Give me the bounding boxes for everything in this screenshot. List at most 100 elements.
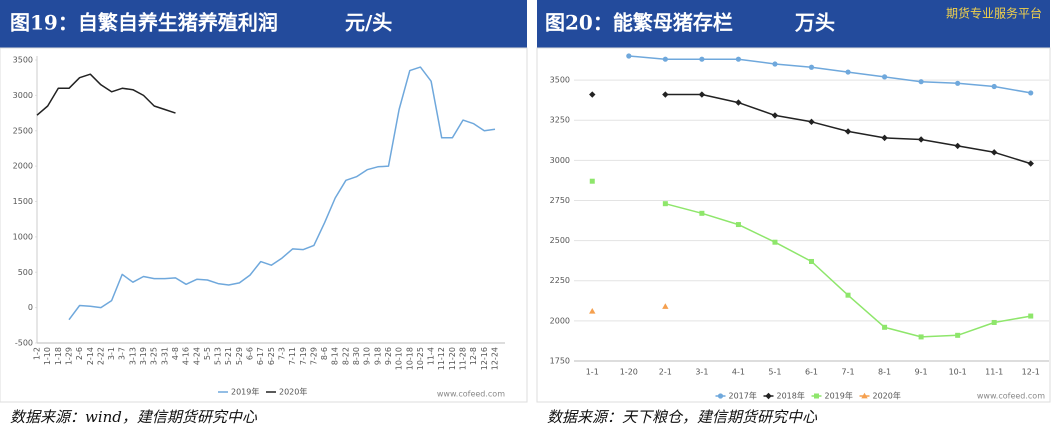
x-tick-label: 3-19	[139, 347, 148, 365]
y-tick-label: 2750	[550, 196, 570, 205]
x-tick-label: 11-4	[427, 347, 436, 365]
watermark: www.cofeed.com	[437, 390, 505, 399]
marker	[589, 91, 596, 98]
header-bar	[537, 0, 1050, 48]
x-tick-label: 2-6	[75, 347, 84, 360]
x-tick-label: 2-14	[86, 347, 95, 365]
x-tick-label: 9-1	[915, 368, 928, 377]
y-tick-label: 0	[28, 303, 33, 312]
x-tick-label: 8-14	[331, 347, 340, 365]
x-tick-label: 5-1	[768, 368, 781, 377]
x-tick-label: 1-2	[33, 347, 42, 360]
x-tick-label: 9-18	[373, 347, 382, 365]
y-tick-label: 2000	[550, 316, 570, 325]
x-tick-label: 6-6	[246, 347, 255, 360]
x-tick-label: 6-17	[256, 347, 265, 365]
x-tick-label: 3-25	[150, 347, 159, 365]
y-tick-label: 1000	[13, 232, 33, 241]
marker	[808, 64, 815, 70]
marker	[955, 80, 961, 86]
y-tick-label: 500	[18, 268, 33, 277]
x-tick-label: 10-25	[416, 347, 425, 370]
x-tick-label: 3-1	[107, 347, 116, 360]
x-tick-label: 12-1	[1022, 368, 1040, 377]
y-tick-label: 1500	[13, 197, 33, 206]
x-tick-label: 4-1	[732, 368, 745, 377]
marker	[845, 292, 851, 298]
marker	[814, 393, 819, 399]
y-tick-label: 2000	[13, 162, 33, 171]
marker	[881, 134, 888, 142]
marker	[809, 258, 814, 264]
marker	[765, 392, 772, 400]
y-tick-label: 3500	[13, 56, 33, 65]
x-tick-label: 7-1	[841, 368, 854, 377]
marker	[589, 308, 596, 314]
chart-unit: 元/头	[345, 11, 392, 35]
y-tick-label: 3000	[550, 156, 570, 165]
marker	[881, 74, 888, 80]
marker	[954, 142, 961, 150]
x-tick-label: 7-19	[299, 347, 308, 365]
legend-label: 2020年	[279, 387, 307, 397]
marker	[589, 178, 595, 184]
marker	[699, 210, 705, 216]
y-tick-label: 2500	[13, 126, 33, 135]
legend-label: 2019年	[825, 391, 853, 401]
chart-unit: 万头	[794, 11, 835, 35]
x-tick-label: 5-29	[235, 347, 244, 365]
y-tick-label: 3500	[550, 76, 570, 85]
panel	[536, 47, 1051, 403]
marker	[1028, 313, 1034, 319]
x-tick-label: 3-1	[695, 368, 708, 377]
x-tick-label: 3-31	[160, 347, 169, 365]
x-tick-label: 7-3	[277, 347, 286, 360]
series-line	[68, 66, 496, 321]
header-bar	[0, 0, 527, 48]
x-tick-label: 8-6	[320, 347, 329, 360]
x-tick-label: 2-1	[659, 368, 672, 377]
x-tick-label: 11-12	[437, 347, 446, 370]
x-tick-label: 4-24	[192, 347, 201, 365]
x-tick-label: 3-7	[118, 347, 127, 360]
x-tick-label: 5-5	[203, 347, 212, 360]
marker	[771, 112, 779, 119]
x-tick-label: 1-20	[620, 368, 638, 377]
x-tick-label: 11-20	[448, 347, 457, 370]
panel	[0, 47, 528, 403]
y-tick-label: 3250	[550, 116, 570, 125]
brand: 期货专业服务平台	[946, 6, 1042, 21]
watermark: www.cofeed.com	[977, 392, 1045, 401]
legend-label: 2020年	[873, 391, 901, 401]
marker	[662, 303, 669, 309]
marker	[917, 136, 925, 143]
series-line	[628, 55, 1031, 94]
x-tick-label: 5-21	[224, 347, 233, 365]
x-tick-label: 11-28	[459, 347, 468, 370]
x-tick-label: 6-1	[805, 368, 818, 377]
x-tick-label: 12-16	[480, 347, 489, 370]
marker	[735, 56, 742, 62]
marker	[991, 83, 997, 90]
legend-label: 2018年	[777, 391, 805, 401]
marker	[772, 239, 778, 245]
x-tick-label: 12-24	[491, 347, 500, 370]
y-tick-label: 2500	[550, 236, 570, 245]
marker	[735, 222, 741, 228]
marker	[808, 118, 815, 126]
series-line	[665, 202, 1031, 338]
source: 数据来源：天下粮仓，建信期货研究中心	[547, 408, 818, 426]
x-tick-label: 9-26	[384, 347, 393, 365]
x-tick-label: 12-8	[469, 347, 478, 365]
marker	[955, 332, 961, 338]
marker	[918, 79, 924, 85]
x-tick-label: 8-30	[352, 347, 361, 365]
x-tick-label: 10-18	[405, 347, 414, 370]
marker	[861, 392, 868, 399]
x-tick-label: 4-8	[171, 347, 180, 360]
marker	[699, 56, 705, 62]
x-tick-label: 7-11	[288, 347, 297, 365]
marker	[991, 319, 997, 325]
marker	[698, 91, 706, 98]
